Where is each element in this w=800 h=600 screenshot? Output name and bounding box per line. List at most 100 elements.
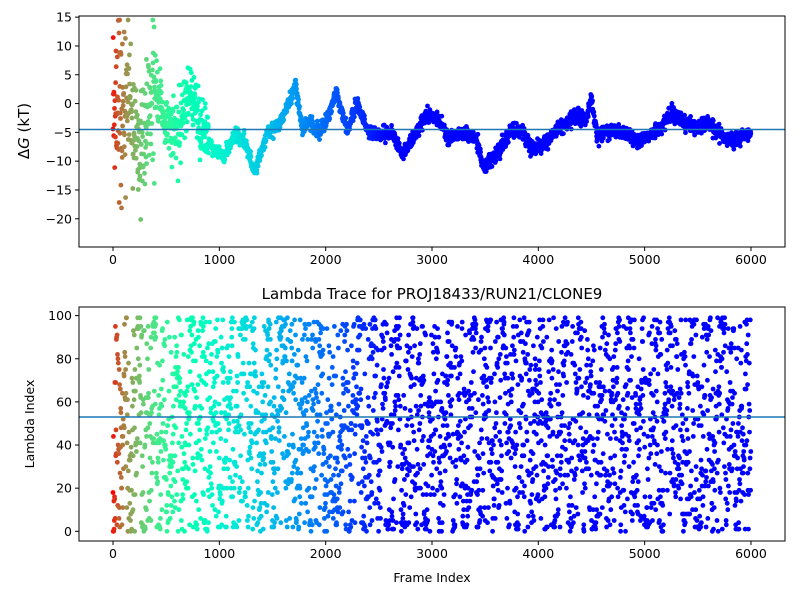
lambda-point <box>251 516 257 521</box>
lambda-point <box>494 319 499 325</box>
lambda-point <box>324 410 329 416</box>
lambda-point <box>493 339 498 344</box>
lambda-point <box>359 444 364 450</box>
lambda-point <box>113 380 118 385</box>
lambda-point <box>179 444 185 450</box>
lambda-point <box>412 481 418 487</box>
lambda-point <box>478 427 484 433</box>
lambda-point <box>131 397 137 403</box>
lambda-point <box>514 324 519 329</box>
lambda-point <box>431 492 437 497</box>
lambda-point <box>206 369 212 375</box>
lambda-point <box>153 315 159 321</box>
lambda-point <box>480 451 486 457</box>
lambda-point <box>124 440 130 446</box>
lambda-point <box>521 315 527 321</box>
lambda-point <box>227 457 233 463</box>
delta-g-point <box>179 132 185 138</box>
lambda-point <box>400 451 406 457</box>
delta-g-point <box>470 129 476 135</box>
lambda-point <box>160 421 166 426</box>
lambda-point <box>454 481 459 487</box>
lambda-point <box>492 399 498 405</box>
lambda-point <box>438 479 444 485</box>
lambda-point <box>329 408 334 413</box>
lambda-point <box>524 360 529 366</box>
lambda-point <box>443 373 449 379</box>
lambda-point <box>120 505 126 510</box>
lambda-point <box>502 371 508 377</box>
lambda-point <box>459 440 464 446</box>
lambda-point <box>137 373 142 379</box>
lambda-point <box>521 453 527 459</box>
lambda-point <box>162 442 168 448</box>
lambda-point <box>315 440 321 446</box>
delta-g-point <box>188 89 193 95</box>
lambda-point <box>276 438 282 444</box>
lambda-point <box>328 453 333 459</box>
lambda-point <box>253 373 259 379</box>
lambda-point <box>480 487 486 493</box>
lambda-point <box>133 388 138 394</box>
lambda-point <box>411 438 417 444</box>
lambda-point <box>372 500 377 506</box>
delta-g-point <box>396 140 402 146</box>
lambda-point <box>161 457 166 463</box>
lambda-point <box>162 337 168 342</box>
lambda-point <box>365 395 371 400</box>
lambda-point <box>497 395 503 400</box>
lambda-point <box>494 410 499 416</box>
lambda-point <box>189 382 195 387</box>
delta-g-x-tick-label: 1000 <box>203 252 235 267</box>
lambda-point <box>201 324 206 329</box>
lambda-point <box>205 487 211 493</box>
delta-g-point <box>340 110 346 116</box>
delta-g-point <box>294 86 299 92</box>
lambda-point <box>527 377 532 383</box>
lambda-point <box>494 481 500 487</box>
lambda-point <box>254 390 260 396</box>
lambda-point <box>369 490 375 495</box>
lambda-point <box>357 332 363 338</box>
lambda-point <box>234 373 240 379</box>
lambda-point <box>284 524 290 530</box>
lambda-point <box>436 516 441 521</box>
lambda-point <box>521 401 526 407</box>
lambda-point <box>490 528 495 534</box>
lambda-point <box>212 507 218 513</box>
lambda-point <box>262 393 268 398</box>
lambda-point <box>252 369 258 375</box>
lambda-point <box>331 492 337 497</box>
lambda-point <box>137 362 143 368</box>
lambda-point <box>175 528 181 534</box>
lambda-point <box>434 487 440 493</box>
lambda-point <box>513 429 518 435</box>
lambda-point <box>524 429 530 435</box>
lambda-point <box>504 516 510 521</box>
lambda-point <box>225 466 231 472</box>
lambda-point <box>325 421 330 426</box>
lambda-point <box>455 324 460 329</box>
lambda-point <box>397 416 403 422</box>
lambda-point <box>198 446 204 452</box>
lambda-point <box>263 429 269 435</box>
lambda-point <box>315 382 321 387</box>
lambda-point <box>474 479 480 485</box>
lambda-point <box>384 330 390 336</box>
lambda-point <box>216 455 222 461</box>
lambda-point <box>140 490 146 495</box>
lambda-point <box>192 468 198 474</box>
lambda-point <box>374 418 380 424</box>
lambda-point <box>169 494 175 500</box>
lambda-point <box>227 401 233 407</box>
lambda-point <box>319 390 325 396</box>
lambda-point <box>112 516 118 521</box>
lambda-point <box>166 388 172 394</box>
lambda-point <box>114 459 120 465</box>
delta-g-point <box>263 137 269 143</box>
delta-g-point <box>170 150 176 156</box>
delta-g-point <box>395 136 401 142</box>
lambda-point <box>439 406 445 411</box>
lambda-point <box>326 343 332 349</box>
lambda-point <box>116 367 122 372</box>
